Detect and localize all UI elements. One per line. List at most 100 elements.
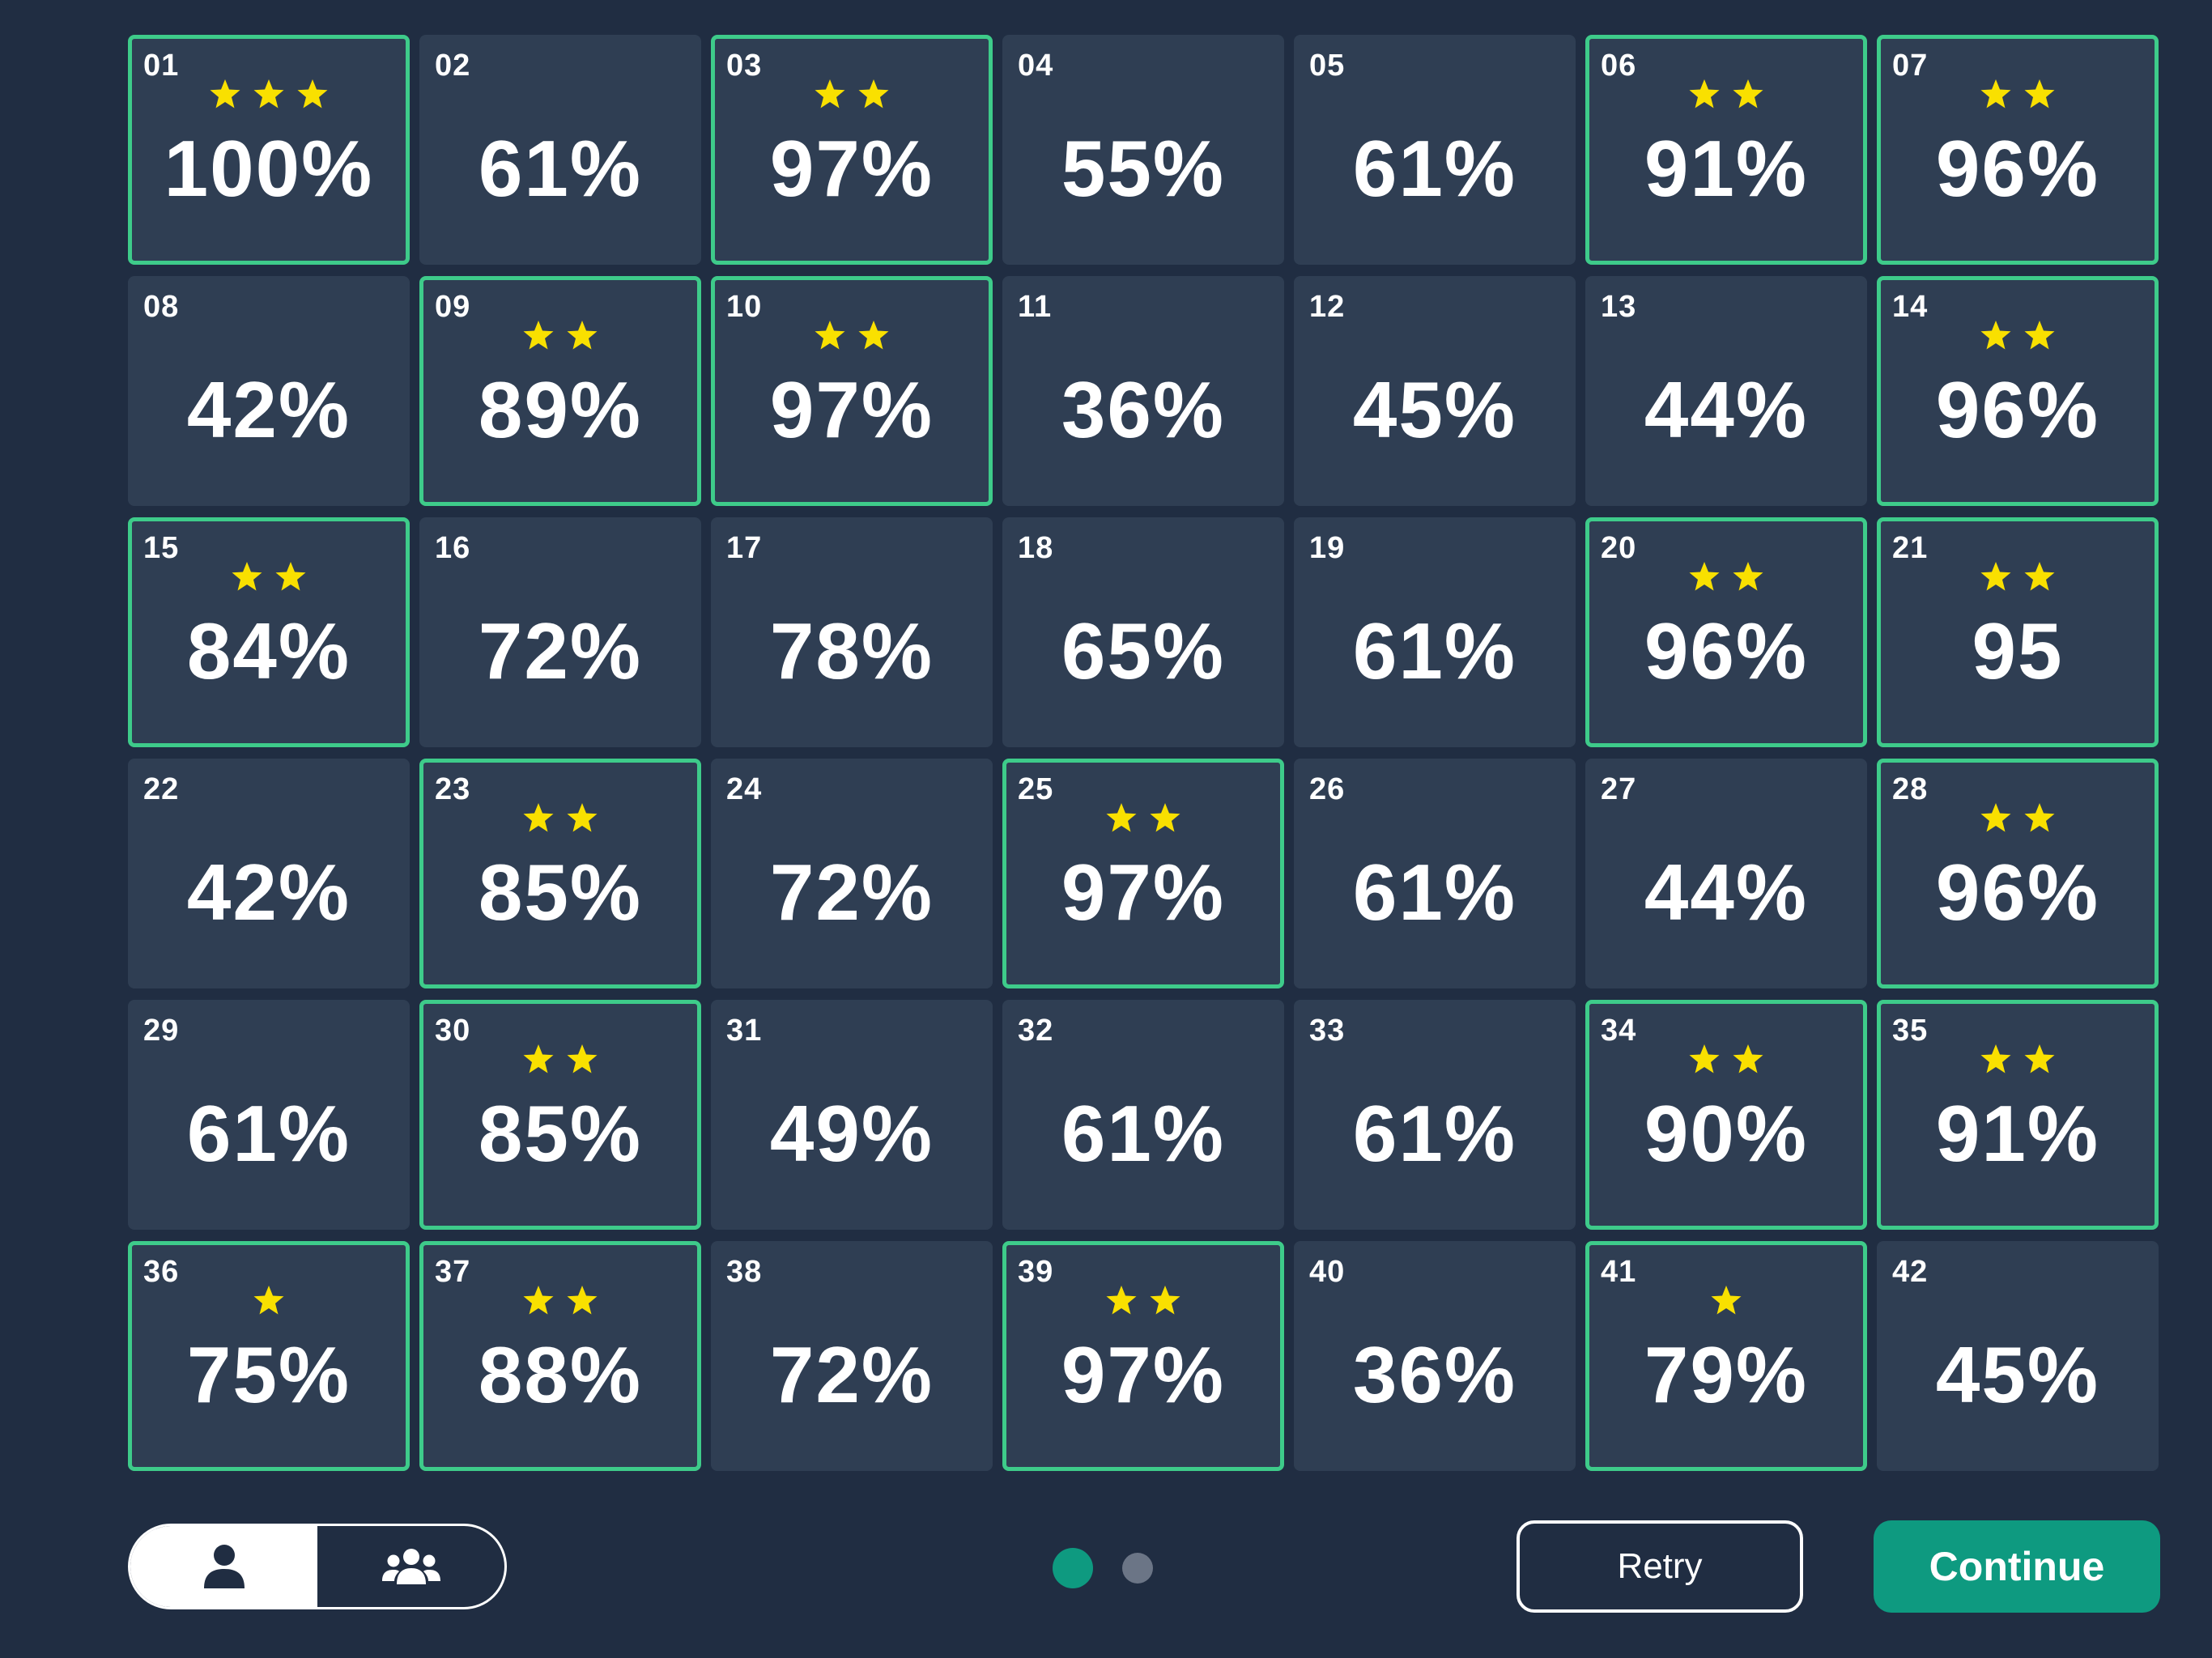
level-score: 61% xyxy=(186,1089,351,1178)
star-icon xyxy=(523,1286,554,1315)
level-tile[interactable]: 21 95 xyxy=(1877,517,2159,747)
level-number: 09 xyxy=(435,290,471,324)
level-tile[interactable]: 07 96% xyxy=(1877,35,2159,265)
star-rating xyxy=(1589,560,1863,593)
level-tile[interactable]: 22 42% xyxy=(128,759,410,988)
star-rating xyxy=(1881,801,2155,834)
level-tile[interactable]: 20 96% xyxy=(1585,517,1867,747)
star-rating xyxy=(1881,319,2155,351)
star-rating xyxy=(1589,78,1863,110)
level-tile[interactable]: 04 55% xyxy=(1002,35,1284,265)
star-rating xyxy=(715,78,989,110)
continue-button[interactable]: Continue xyxy=(1874,1520,2160,1613)
level-tile[interactable]: 03 97% xyxy=(711,35,993,265)
level-tile[interactable]: 41 79% xyxy=(1585,1241,1867,1471)
level-score: 61% xyxy=(1352,1089,1517,1178)
star-icon xyxy=(523,321,554,350)
star-icon xyxy=(1150,803,1180,832)
level-tile[interactable]: 32 61% xyxy=(1002,1000,1284,1230)
star-icon xyxy=(1980,1044,2011,1073)
level-number: 29 xyxy=(143,1014,180,1048)
level-tile[interactable]: 08 42% xyxy=(128,276,410,506)
multiplayer-option[interactable] xyxy=(317,1526,504,1607)
level-score: 85% xyxy=(478,848,643,937)
level-tile[interactable]: 29 61% xyxy=(128,1000,410,1230)
page-dot-2[interactable] xyxy=(1122,1553,1153,1584)
level-tile[interactable]: 39 97% xyxy=(1002,1241,1284,1471)
level-tile[interactable]: 34 90% xyxy=(1585,1000,1867,1230)
level-number: 26 xyxy=(1309,772,1346,806)
level-tile[interactable]: 25 97% xyxy=(1002,759,1284,988)
star-rating xyxy=(1881,1043,2155,1075)
level-tile[interactable]: 26 61% xyxy=(1294,759,1576,988)
level-tile[interactable]: 19 61% xyxy=(1294,517,1576,747)
page-dot-1-active[interactable] xyxy=(1053,1548,1093,1588)
level-tile[interactable]: 05 61% xyxy=(1294,35,1576,265)
level-tile[interactable]: 38 72% xyxy=(711,1241,993,1471)
level-tile[interactable]: 11 36% xyxy=(1002,276,1284,506)
level-tile[interactable]: 31 49% xyxy=(711,1000,993,1230)
level-number: 04 xyxy=(1018,49,1054,83)
star-icon xyxy=(297,79,328,108)
level-tile[interactable]: 30 85% xyxy=(419,1000,701,1230)
level-tile[interactable]: 33 61% xyxy=(1294,1000,1576,1230)
level-number: 34 xyxy=(1601,1014,1637,1048)
level-tile[interactable]: 16 72% xyxy=(419,517,701,747)
level-score: 97% xyxy=(1061,1330,1226,1419)
star-icon xyxy=(210,79,240,108)
level-score: 85% xyxy=(478,1089,643,1178)
level-tile[interactable]: 42 45% xyxy=(1877,1241,2159,1471)
level-number: 25 xyxy=(1018,772,1054,806)
level-tile[interactable]: 02 61% xyxy=(419,35,701,265)
star-rating xyxy=(1589,1043,1863,1075)
level-tile[interactable]: 23 85% xyxy=(419,759,701,988)
star-rating xyxy=(715,319,989,351)
level-number: 24 xyxy=(726,772,763,806)
level-tile[interactable]: 12 45% xyxy=(1294,276,1576,506)
level-tile[interactable]: 28 96% xyxy=(1877,759,2159,988)
level-score: 61% xyxy=(1061,1089,1226,1178)
star-icon xyxy=(1733,1044,1763,1073)
star-rating xyxy=(1006,801,1280,834)
star-icon xyxy=(1980,803,2011,832)
level-tile[interactable]: 35 91% xyxy=(1877,1000,2159,1230)
star-icon xyxy=(1980,79,2011,108)
star-icon xyxy=(1689,562,1720,591)
level-score: 72% xyxy=(769,1330,934,1419)
level-tile[interactable]: 24 72% xyxy=(711,759,993,988)
level-tile[interactable]: 14 96% xyxy=(1877,276,2159,506)
level-tile[interactable]: 09 89% xyxy=(419,276,701,506)
star-rating xyxy=(423,1043,697,1075)
level-score: 96% xyxy=(1935,848,2100,937)
level-tile[interactable]: 40 36% xyxy=(1294,1241,1576,1471)
level-number: 28 xyxy=(1892,772,1929,806)
users-group-icon xyxy=(381,1549,440,1584)
level-score: 72% xyxy=(478,606,643,695)
level-tile[interactable]: 17 78% xyxy=(711,517,993,747)
level-tile[interactable]: 13 44% xyxy=(1585,276,1867,506)
level-number: 19 xyxy=(1309,531,1346,565)
level-tile[interactable]: 18 65% xyxy=(1002,517,1284,747)
star-icon xyxy=(2024,803,2055,832)
level-tile[interactable]: 37 88% xyxy=(419,1241,701,1471)
level-score: 75% xyxy=(186,1330,351,1419)
level-number: 20 xyxy=(1601,531,1637,565)
level-tile[interactable]: 36 75% xyxy=(128,1241,410,1471)
level-number: 18 xyxy=(1018,531,1054,565)
level-number: 21 xyxy=(1892,531,1929,565)
retry-button[interactable]: Retry xyxy=(1516,1520,1803,1613)
level-tile[interactable]: 01 100% xyxy=(128,35,410,265)
star-icon xyxy=(253,79,284,108)
level-tile[interactable]: 15 84% xyxy=(128,517,410,747)
level-number: 41 xyxy=(1601,1255,1637,1289)
level-tile[interactable]: 27 44% xyxy=(1585,759,1867,988)
star-icon xyxy=(523,803,554,832)
level-number: 27 xyxy=(1601,772,1637,806)
level-tile[interactable]: 06 91% xyxy=(1585,35,1867,265)
star-icon xyxy=(232,562,262,591)
level-tile[interactable]: 10 97% xyxy=(711,276,993,506)
level-score: 61% xyxy=(478,124,643,213)
single-player-option[interactable] xyxy=(130,1526,317,1607)
level-score: 61% xyxy=(1352,848,1517,937)
level-score: 88% xyxy=(478,1330,643,1419)
